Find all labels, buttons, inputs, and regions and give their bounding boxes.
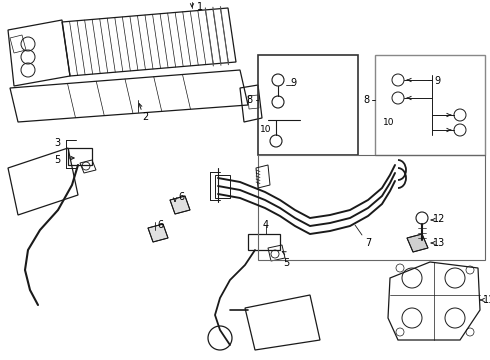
Text: 3: 3 <box>54 138 60 148</box>
Polygon shape <box>148 224 168 242</box>
Text: 4: 4 <box>263 220 269 230</box>
Text: 12: 12 <box>433 214 445 224</box>
Text: 10: 10 <box>383 118 394 127</box>
Text: 2: 2 <box>142 112 148 122</box>
Text: 6: 6 <box>157 220 163 230</box>
Text: 11: 11 <box>483 295 490 305</box>
Text: 7: 7 <box>365 238 371 248</box>
Text: 5: 5 <box>283 258 289 268</box>
Text: 1: 1 <box>197 2 203 12</box>
Text: 10: 10 <box>260 125 271 134</box>
Polygon shape <box>407 234 428 252</box>
Text: 13: 13 <box>433 238 445 248</box>
Text: 6: 6 <box>178 192 184 202</box>
Text: 8: 8 <box>246 95 252 105</box>
Text: 9: 9 <box>290 78 296 88</box>
Text: 5: 5 <box>54 155 60 165</box>
Text: 8: 8 <box>363 95 369 105</box>
Text: 9: 9 <box>434 76 440 86</box>
Polygon shape <box>170 196 190 214</box>
